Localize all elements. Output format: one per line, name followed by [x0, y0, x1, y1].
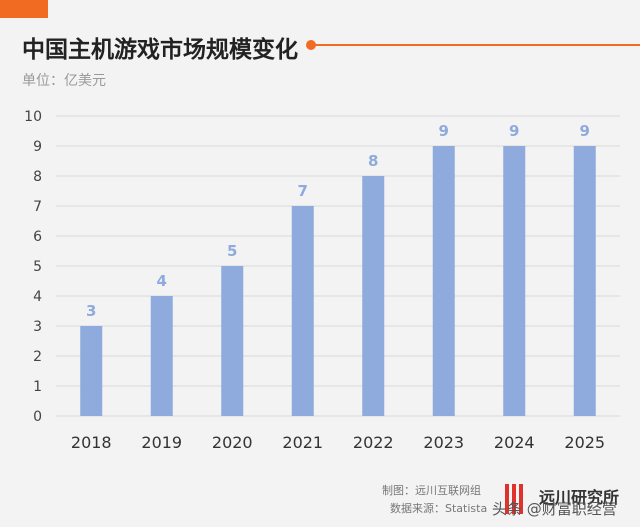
logo-mark-icon	[505, 484, 523, 514]
data-label: 9	[580, 122, 590, 140]
data-label: 9	[509, 122, 519, 140]
y-tick-label: 2	[33, 349, 42, 365]
title-rule	[312, 44, 640, 46]
data-label: 9	[439, 122, 449, 140]
data-label: 3	[86, 302, 96, 320]
x-tick-label: 2022	[353, 433, 394, 452]
y-tick-label: 1	[33, 379, 42, 395]
watermark: 头条 @财富职经营	[492, 500, 617, 518]
data-label: 4	[157, 272, 167, 290]
bar	[573, 146, 596, 416]
bar	[221, 266, 244, 416]
y-tick-label: 6	[33, 229, 42, 245]
bar	[80, 326, 103, 416]
y-tick-label: 3	[33, 319, 42, 335]
bar	[503, 146, 526, 416]
brand-logo: 远川研究所	[505, 482, 640, 518]
x-tick-label: 2020	[212, 433, 253, 452]
data-label: 5	[227, 242, 237, 260]
y-tick-label: 4	[33, 289, 42, 305]
bar-chart: 0 1 2 3 4 5 6 7 8 9 10 3 2018 4 2019 5 2020 7 2021 8 2022 9 20…	[24, 109, 620, 452]
x-tick-label: 2021	[282, 433, 323, 452]
x-tick-label: 2023	[423, 433, 464, 452]
y-tick-label: 0	[33, 409, 42, 425]
x-tick-label: 2024	[494, 433, 535, 452]
data-label: 8	[368, 152, 378, 170]
y-tick-label: 5	[33, 259, 42, 275]
chart-title: 中国主机游戏市场规模变化	[22, 37, 298, 63]
y-tick-label: 9	[33, 139, 42, 155]
bar	[291, 206, 314, 416]
x-tick-label: 2018	[71, 433, 112, 452]
data-label: 7	[298, 182, 308, 200]
y-tick-label: 10	[24, 109, 42, 125]
x-tick-label: 2019	[141, 433, 182, 452]
bar	[150, 296, 173, 416]
credit-source: 数据来源：Statista	[390, 502, 488, 515]
unit-label: 单位：亿美元	[22, 73, 106, 89]
bar	[432, 146, 455, 416]
logo-text: 远川研究所	[539, 488, 620, 507]
title-rule-dot	[306, 40, 316, 50]
bar	[362, 176, 385, 416]
x-tick-label: 2025	[564, 433, 605, 452]
y-tick-label: 8	[33, 169, 42, 185]
credit-maker: 制图：远川互联网组	[382, 484, 481, 497]
corner-accent	[0, 0, 48, 18]
y-tick-label: 7	[33, 199, 42, 215]
